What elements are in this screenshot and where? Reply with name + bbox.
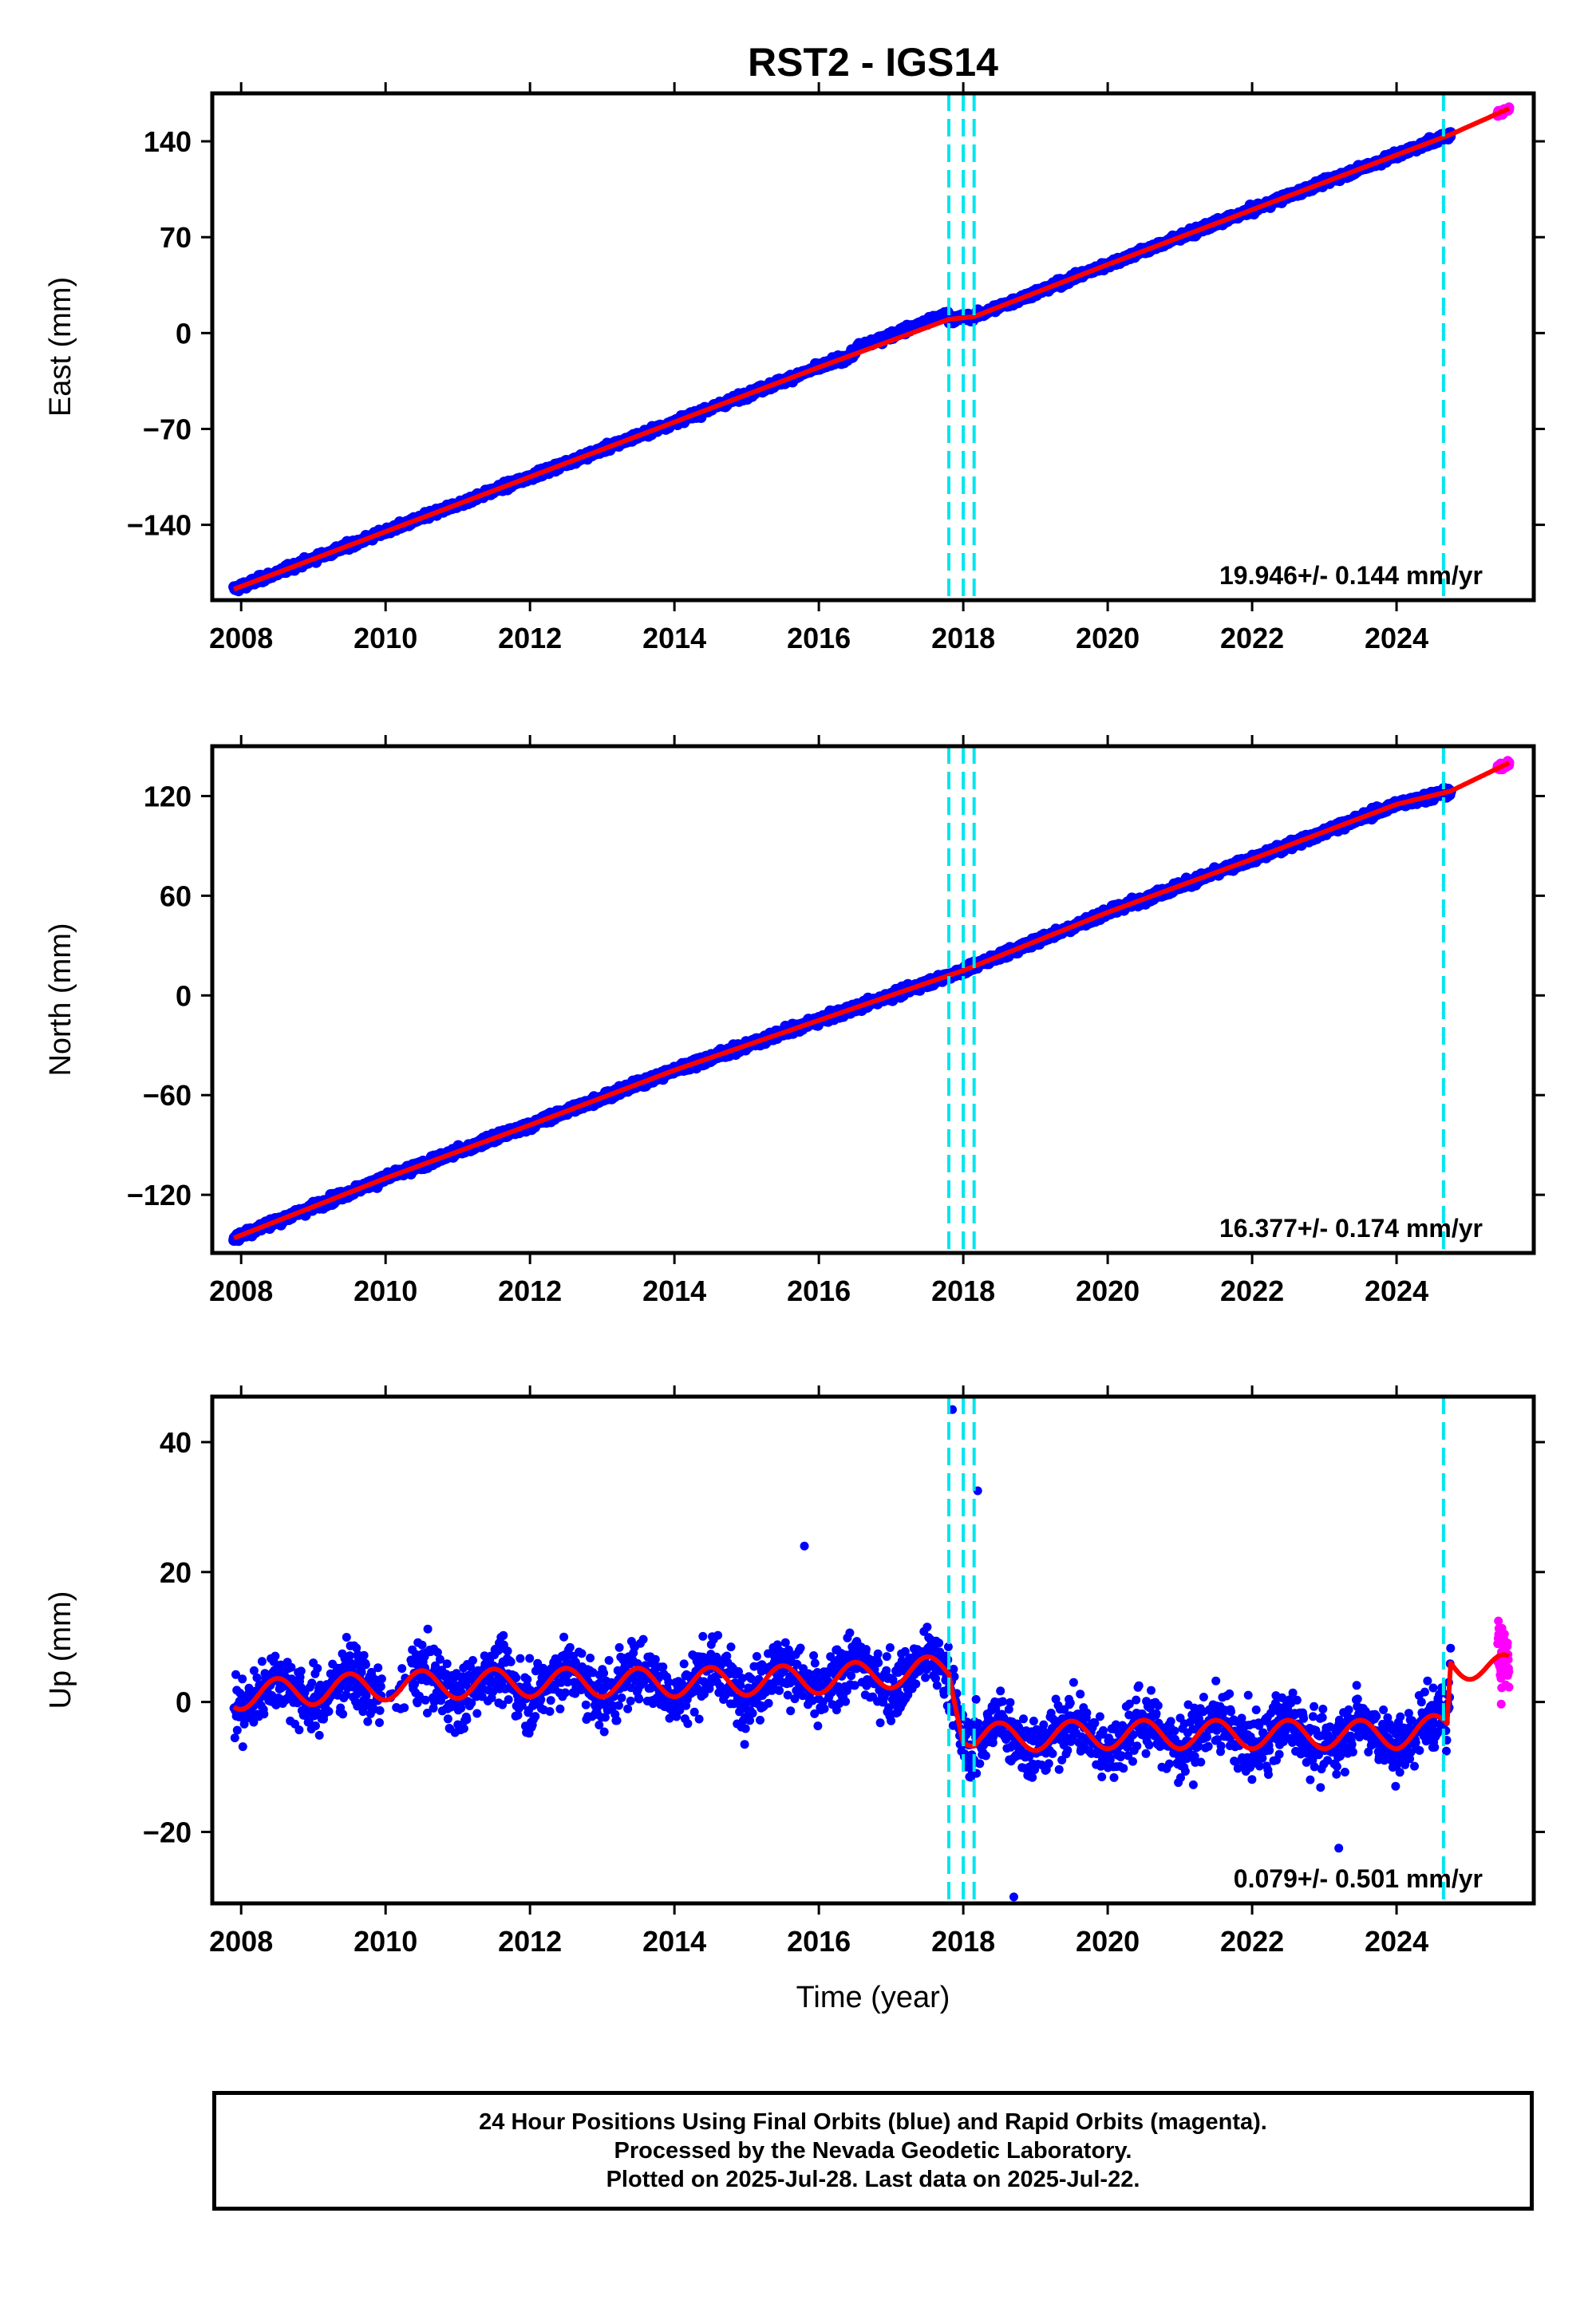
plot-title: RST2 - IGS14 bbox=[748, 40, 998, 85]
x-tick-label: 2022 bbox=[1220, 622, 1284, 654]
rate-label: 19.946+/- 0.144 mm/yr bbox=[1219, 561, 1483, 590]
y-axis-label: East (mm) bbox=[44, 277, 77, 417]
y-tick-label: −70 bbox=[143, 413, 192, 445]
x-tick-label: 2020 bbox=[1076, 622, 1140, 654]
plot-area bbox=[228, 93, 1515, 600]
x-tick-label: 2014 bbox=[642, 622, 706, 654]
x-tick-label: 2010 bbox=[354, 622, 417, 654]
x-tick-label: 2016 bbox=[787, 622, 851, 654]
y-tick-label: 0 bbox=[176, 317, 192, 350]
panel-east: 2008 2010 2012 2014 2016 2018 2020 2022 2024 −140… bbox=[44, 82, 1545, 654]
x-tick-label: 2024 bbox=[1365, 622, 1428, 654]
panel-north: 2008 2010 2012 2014 2016 2018 2020 2022 2024−120… bbox=[44, 735, 1545, 1307]
y-tick-label: 140 bbox=[144, 125, 192, 158]
y-tick-label: 70 bbox=[160, 221, 192, 254]
plot-area bbox=[228, 746, 1515, 1253]
x-tick-label: 2012 bbox=[498, 622, 562, 654]
final-orbit-points bbox=[228, 127, 1456, 597]
y-tick-label: −140 bbox=[127, 509, 192, 542]
x-tick-label: 2018 bbox=[931, 622, 995, 654]
x-tick-label: 2008 bbox=[209, 622, 273, 654]
